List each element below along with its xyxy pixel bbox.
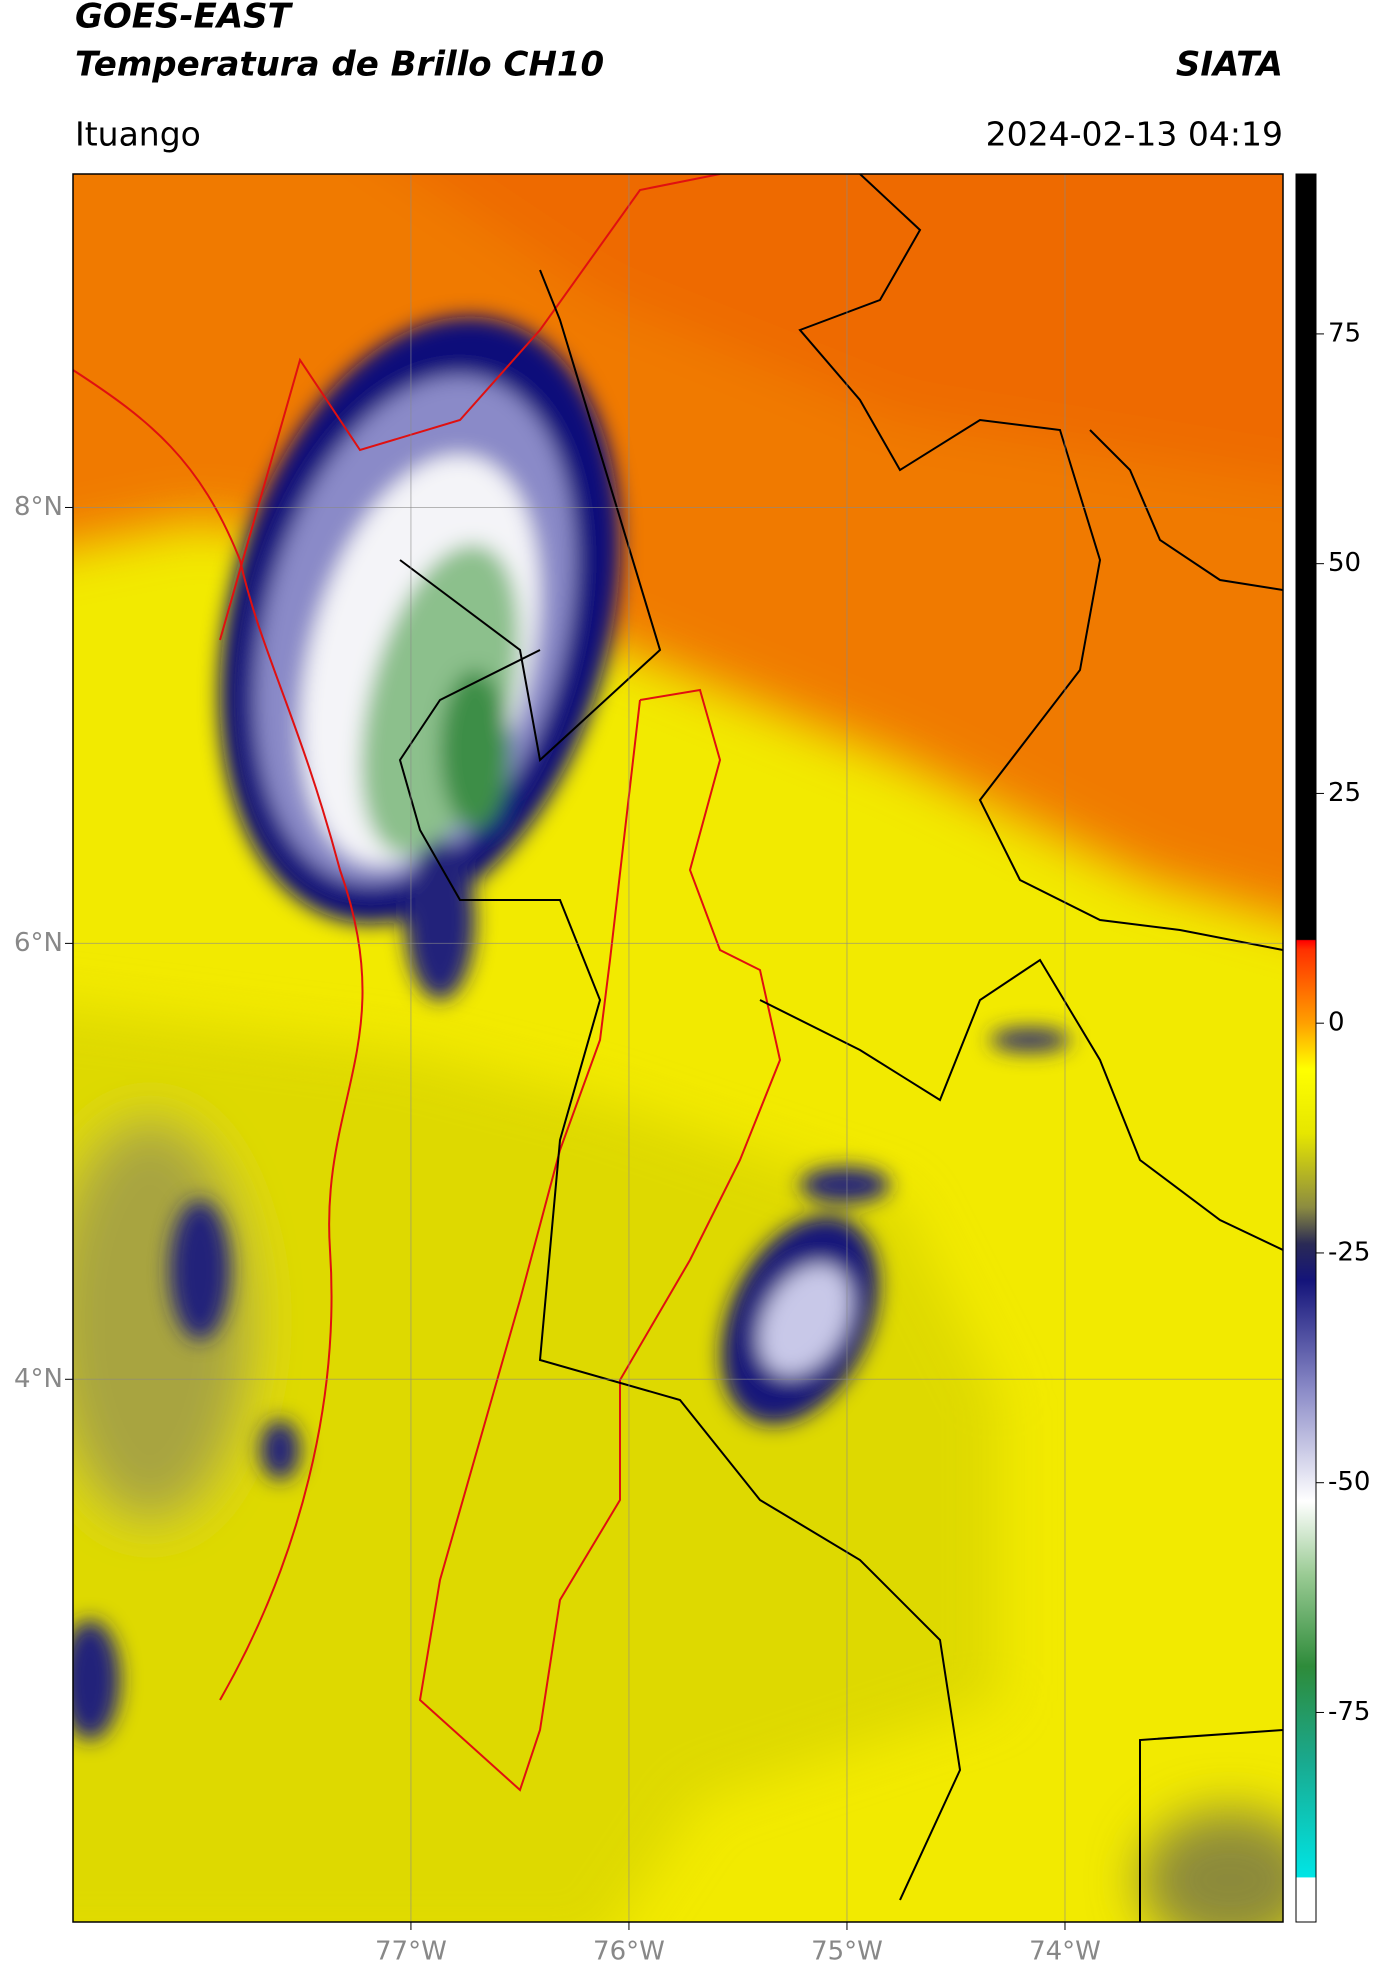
colorbar-tick-label: 75: [1328, 318, 1361, 348]
title: GOES-EAST: [75, 0, 294, 37]
y-tick-label: 6°N: [14, 928, 63, 958]
map-frame: [72, 173, 1284, 1923]
borders: [73, 174, 1283, 1922]
colorbar-tick-label: -75: [1328, 1697, 1370, 1727]
colorbar-tick-label: -25: [1328, 1237, 1370, 1267]
colorbar-tick-label: 25: [1328, 778, 1361, 808]
grid: [73, 174, 1283, 1922]
map: [73, 174, 1283, 1922]
y-tick-label: 8°N: [14, 492, 63, 522]
source: SIATA: [1176, 45, 1283, 85]
colorbar-tick-label: 50: [1328, 548, 1361, 578]
x-tick-label: 76°W: [593, 1937, 665, 1967]
cloud-ituango: [219, 316, 621, 1000]
colorbar: [1295, 173, 1317, 1923]
cloud-south: [73, 1028, 1070, 1740]
region: Ituango: [75, 115, 201, 154]
colorbar-tick-label: 0: [1328, 1008, 1345, 1038]
x-tick-label: 75°W: [811, 1937, 883, 1967]
colorbar-tick-label: -50: [1328, 1467, 1370, 1497]
x-tick-label: 74°W: [1029, 1937, 1101, 1967]
subtitle: Temperatura de Brillo CH10: [75, 45, 604, 85]
y-tick-label: 4°N: [14, 1364, 63, 1394]
x-tick-label: 77°W: [375, 1937, 447, 1967]
datetime: 2024-02-13 04:19: [986, 115, 1283, 154]
